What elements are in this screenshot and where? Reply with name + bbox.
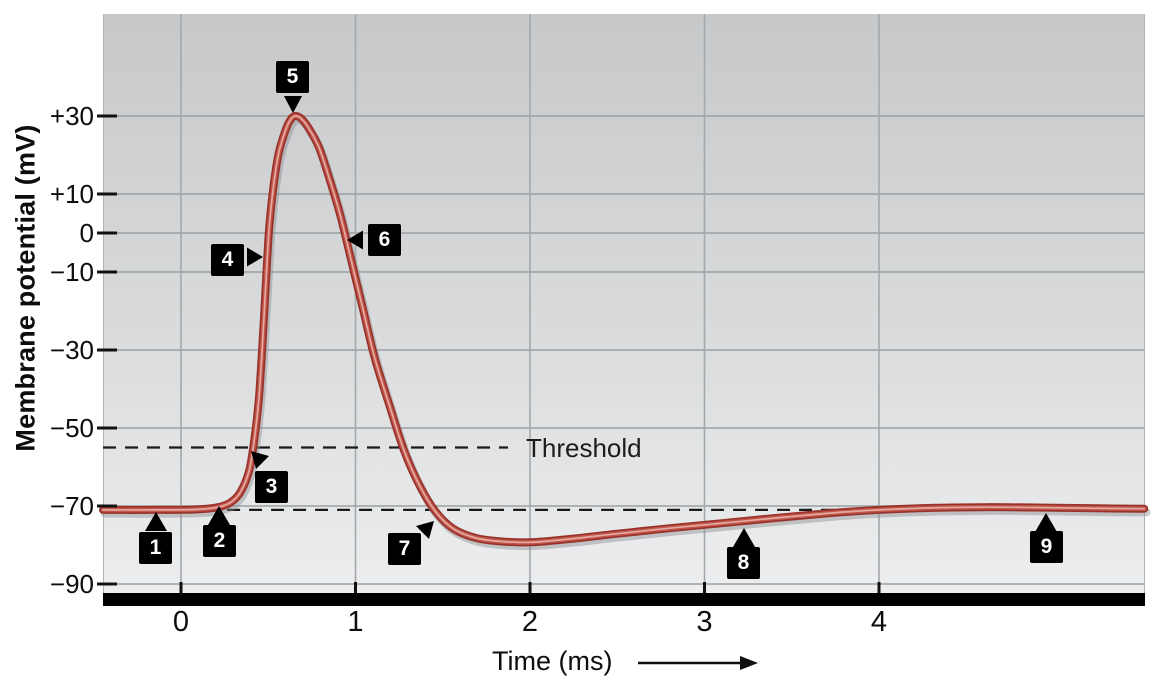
x-tick-mark [877, 582, 881, 593]
phase-marker-9: 9 [1030, 531, 1063, 563]
phase-marker-7: 7 [388, 533, 421, 565]
x-axis-title: Time (ms) [492, 646, 613, 676]
x-tick-label: 4 [870, 606, 888, 638]
marker-arrow-icon [247, 247, 263, 267]
marker-arrow-icon [416, 521, 434, 539]
y-tick-label: −30 [49, 335, 94, 365]
x-tick-mark [179, 582, 183, 593]
x-tick-label: 3 [696, 606, 713, 638]
time-axis-arrow-icon [740, 656, 758, 670]
y-tick-mark [97, 582, 117, 586]
y-tick-mark [97, 348, 117, 352]
marker-arrow-icon [145, 512, 167, 531]
phase-marker-5: 5 [276, 61, 309, 93]
x-tick-mark [703, 582, 706, 593]
phase-marker-1: 1 [139, 532, 172, 564]
x-tick-label: 2 [521, 606, 539, 638]
marker-arrow-icon [733, 528, 755, 547]
y-tick-mark [97, 270, 117, 274]
phase-marker-3: 3 [255, 471, 288, 503]
marker-arrow-icon [1035, 513, 1057, 532]
y-tick-label: +30 [49, 101, 94, 131]
y-tick-mark [97, 504, 117, 508]
marker-arrow-icon [251, 451, 269, 469]
y-tick-mark [97, 192, 117, 196]
y-tick-mark [97, 426, 117, 430]
y-tick-label: 0 [79, 218, 94, 248]
y-tick-mark [97, 114, 117, 118]
threshold-label: Threshold [526, 433, 642, 463]
marker-arrow-icon [347, 230, 363, 250]
phase-marker-8: 8 [727, 547, 760, 579]
x-axis-bar [103, 593, 1145, 606]
y-tick-label: −50 [49, 413, 94, 443]
phase-marker-6: 6 [368, 224, 401, 256]
marker-arrow-icon [284, 96, 302, 113]
y-tick-label: −10 [49, 257, 94, 287]
x-tick-label: 1 [347, 606, 364, 638]
y-tick-mark [97, 231, 117, 235]
phase-marker-4: 4 [211, 244, 244, 276]
curve-core-highlight [102, 115, 1146, 544]
x-tick-label: 0 [172, 606, 190, 638]
y-axis-title: Membrane potential (mV) [10, 124, 41, 452]
x-tick-mark [354, 582, 357, 593]
phase-marker-2: 2 [203, 525, 236, 557]
y-tick-label: +10 [49, 179, 94, 209]
x-tick-mark [528, 582, 532, 593]
marker-arrow-icon [208, 506, 230, 525]
y-tick-label: −70 [49, 491, 94, 521]
y-tick-label: −90 [49, 569, 94, 599]
